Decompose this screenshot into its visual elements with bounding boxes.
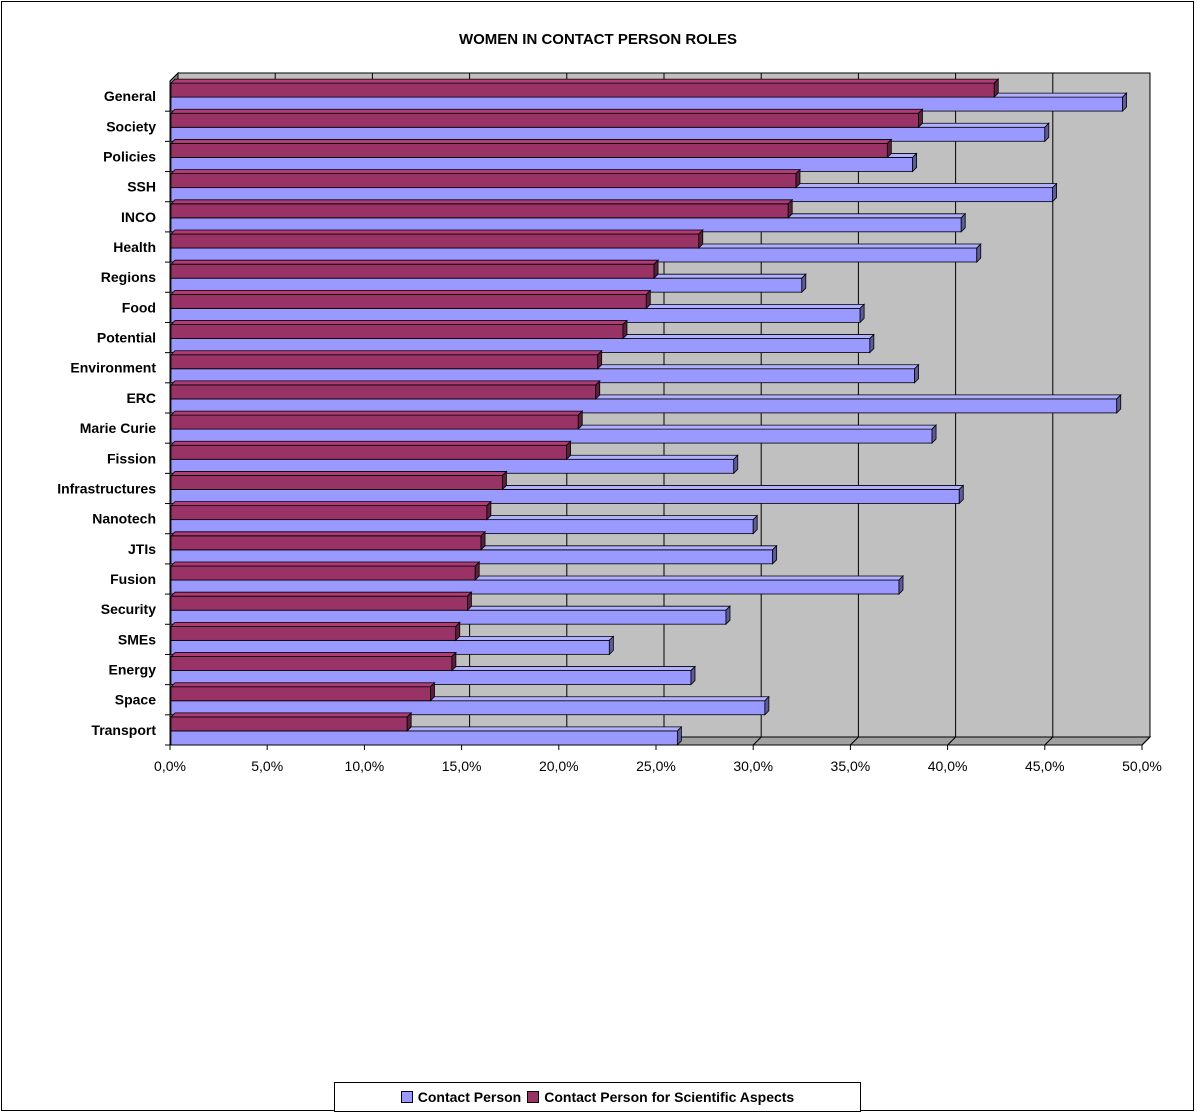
bar-scientific-aspects (170, 621, 461, 642)
bar-scientific-aspects (170, 561, 481, 581)
bar-scientific-aspects (170, 319, 628, 340)
bar-scientific-aspects (170, 410, 584, 431)
category-label: General (104, 88, 156, 104)
category-label: Transport (91, 722, 156, 738)
category-label: Energy (109, 662, 157, 678)
category-label: Nanotech (92, 511, 156, 527)
category-label: Policies (103, 148, 156, 164)
category-label: Infrastructures (57, 480, 156, 496)
bar-scientific-aspects (170, 470, 508, 491)
x-tick-label: 10,0% (345, 758, 385, 774)
category-label: Environment (70, 360, 156, 376)
legend-item-scientific: Contact Person for Scientific Aspects (527, 1089, 794, 1105)
x-tick-label: 25,0% (636, 758, 676, 774)
legend-swatch-contact-person (400, 1091, 413, 1103)
bar-scientific-aspects (170, 651, 457, 672)
bar-scientific-aspects (170, 530, 487, 551)
bar-scientific-aspects (170, 229, 704, 249)
bar-scientific-aspects (170, 440, 572, 461)
bar-scientific-aspects (170, 500, 492, 521)
category-label: Space (115, 692, 156, 708)
plot-area: General Society Policies SSH INCO Health Regio… (57, 71, 1162, 774)
category-label: Food (122, 299, 156, 315)
x-tick-label: 15,0% (442, 758, 482, 774)
chart-title: WOMEN IN CONTACT PERSON ROLES (459, 31, 737, 48)
gridline-floor (947, 736, 956, 746)
category-label: Health (113, 239, 156, 255)
x-tick-label: 0,0% (154, 758, 186, 774)
bar-scientific-aspects (170, 168, 801, 189)
bar-scientific-aspects (170, 681, 436, 702)
bar-scientific-aspects (170, 591, 473, 612)
category-label: Society (106, 118, 156, 134)
bar-scientific-aspects (170, 138, 893, 159)
gridline-floor (1044, 736, 1054, 746)
bar-scientific-aspects (170, 198, 794, 219)
legend: Contact Person Contact Person for Scient… (334, 1082, 861, 1112)
category-label: INCO (121, 209, 156, 225)
legend-item-contact-person: Contact Person (400, 1089, 522, 1105)
category-label: Marie Curie (80, 420, 156, 436)
legend-swatch-scientific (527, 1091, 540, 1103)
category-label: Potential (97, 330, 156, 346)
bar-scientific-aspects (170, 379, 601, 400)
category-label: JTIs (128, 541, 156, 557)
category-label: SSH (127, 179, 156, 195)
bar-scientific-aspects (170, 78, 1000, 99)
bar-scientific-aspects (170, 349, 603, 370)
x-tick-label: 30,0% (733, 758, 773, 774)
category-label: Fission (107, 450, 156, 466)
bar-scientific-aspects (170, 289, 652, 310)
gridline-floor (850, 736, 859, 746)
x-tick-label: 40,0% (928, 758, 968, 774)
bar-scientific-aspects (170, 711, 413, 732)
category-label: ERC (126, 390, 156, 406)
legend-label-scientific: Contact Person for Scientific Aspects (544, 1089, 795, 1105)
gridline-floor (752, 736, 762, 746)
x-tick-label: 50,0% (1122, 758, 1162, 774)
category-label: Security (101, 601, 156, 617)
bar-scientific-aspects (170, 108, 924, 129)
category-label: Fusion (110, 571, 156, 587)
category-label: SMEs (118, 631, 156, 647)
legend-label-contact-person: Contact Person (417, 1089, 522, 1105)
x-tick-label: 35,0% (831, 758, 871, 774)
x-tick-label: 20,0% (539, 758, 579, 774)
gridline-floor (1141, 736, 1151, 746)
x-tick-label: 45,0% (1025, 758, 1065, 774)
bar-scientific-aspects (170, 259, 660, 280)
category-label: Regions (101, 269, 156, 285)
x-tick-label: 5,0% (251, 758, 283, 774)
